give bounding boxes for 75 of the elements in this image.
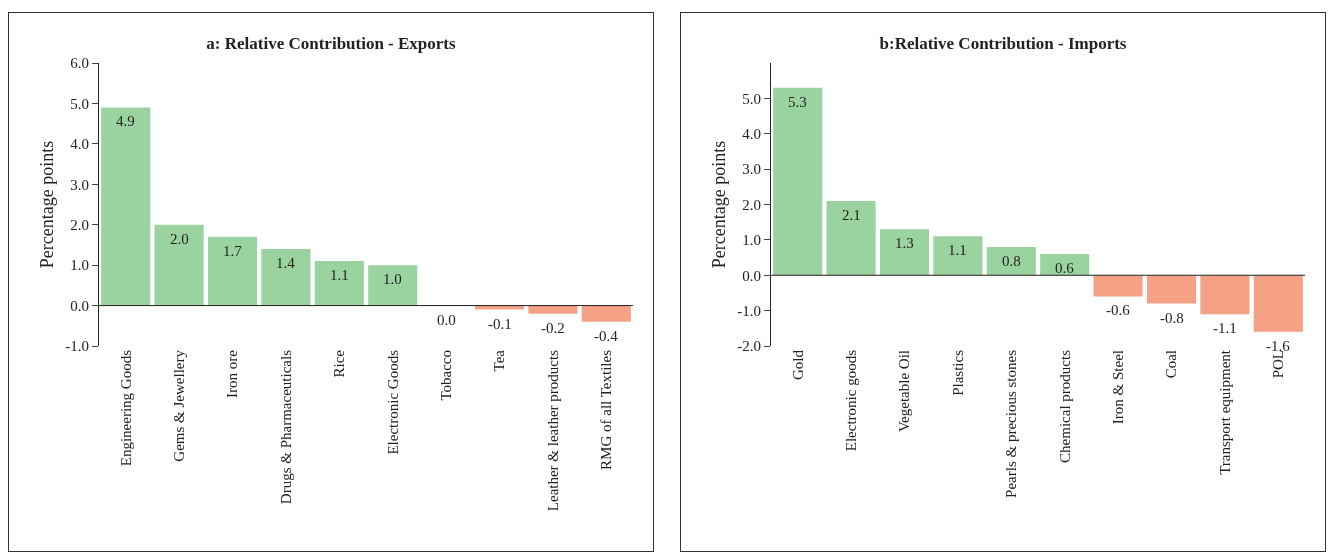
data-label: 0.8 (1002, 253, 1021, 269)
data-label: 1.1 (948, 242, 967, 258)
y-axis-title: Percentage points (37, 140, 58, 269)
x-tick-label: Electronic goods (842, 349, 859, 452)
x-tick-label: Drugs & Pharmaceuticals (277, 349, 294, 505)
y-tick-label: 4.0 (742, 126, 761, 142)
y-tick-label: 0.0 (70, 297, 89, 314)
bar (1200, 275, 1250, 315)
data-label: 4.9 (116, 113, 135, 129)
y-tick-label: 3.0 (742, 161, 761, 178)
y-tick-label: 5.0 (70, 95, 89, 112)
data-label: -1.1 (1213, 320, 1237, 336)
data-label: -0.2 (541, 320, 565, 336)
data-label: 2.0 (170, 231, 189, 247)
data-label: -0.1 (488, 316, 512, 332)
chart-title: b:Relative Contribution - Imports (879, 34, 1127, 54)
y-tick-label: 2.0 (742, 196, 761, 213)
bar (986, 246, 1036, 276)
bar (154, 224, 204, 306)
x-tick-label: Tobacco (437, 350, 454, 401)
bar (1146, 275, 1197, 304)
bar (879, 229, 930, 276)
x-tick-label: Tea (491, 349, 508, 372)
chart-title: a: Relative Contribution - Exports (206, 34, 457, 54)
data-label: -0.6 (1106, 302, 1131, 318)
bar (1253, 275, 1303, 332)
x-tick-label: Iron & Steel (1109, 350, 1126, 425)
x-tick-label: Pearls & precious stones (1003, 349, 1020, 498)
x-tick-label: Leather & leather products (544, 349, 561, 512)
y-tick-label: 1.0 (742, 232, 761, 249)
y-tick-label: 5.0 (742, 90, 761, 107)
y-axis-title: Percentage points (709, 140, 730, 269)
y-tick-label: 2.0 (70, 216, 89, 233)
x-tick-label: Chemical products (1056, 349, 1073, 463)
x-tick-label: Gold (789, 349, 806, 380)
data-label: 1.3 (895, 235, 914, 251)
data-label: -0.4 (594, 328, 619, 344)
bar (314, 261, 364, 306)
y-tick-label: 1.0 (70, 257, 89, 274)
bar (773, 87, 823, 276)
bar (368, 265, 418, 306)
bar (581, 305, 631, 322)
x-tick-label: Vegetable Oil (896, 350, 913, 433)
y-tick-label: 6.0 (70, 55, 89, 72)
bar (826, 200, 876, 276)
x-tick-label: Gems & Jewellery (170, 349, 187, 462)
data-label: 1.7 (223, 243, 243, 259)
bar (933, 236, 983, 276)
y-tick-label: 0.0 (742, 267, 761, 284)
x-tick-label: RMG of all Textiles (598, 349, 615, 470)
x-tick-label: Engineering Goods (117, 349, 134, 467)
y-tick-label: -1.0 (737, 302, 761, 319)
x-tick-label: Transport equipment (1216, 349, 1233, 475)
x-tick-label: Electronic Goods (384, 349, 401, 455)
y-tick-label: 3.0 (70, 176, 89, 193)
bar (261, 248, 311, 306)
data-label: 0.6 (1055, 260, 1075, 276)
data-label: 1.1 (330, 267, 349, 283)
bar (528, 305, 578, 314)
bar (101, 107, 151, 306)
bar (207, 236, 258, 306)
x-tick-label: Plastics (949, 349, 966, 396)
bar (1093, 275, 1143, 297)
x-tick-label: Rice (331, 349, 348, 378)
data-label: 5.3 (788, 94, 807, 110)
y-tick-label: 4.0 (70, 136, 89, 153)
data-label: 2.1 (842, 207, 861, 223)
data-label: 0.0 (437, 312, 456, 328)
x-tick-label: Iron ore (224, 349, 241, 398)
y-tick-label: -2.0 (737, 338, 761, 355)
data-label: 1.4 (276, 255, 296, 271)
data-label: -0.8 (1160, 310, 1184, 326)
x-tick-label: Coal (1163, 350, 1180, 379)
data-label: 1.0 (383, 271, 402, 287)
y-tick-label: -1.0 (65, 338, 89, 355)
